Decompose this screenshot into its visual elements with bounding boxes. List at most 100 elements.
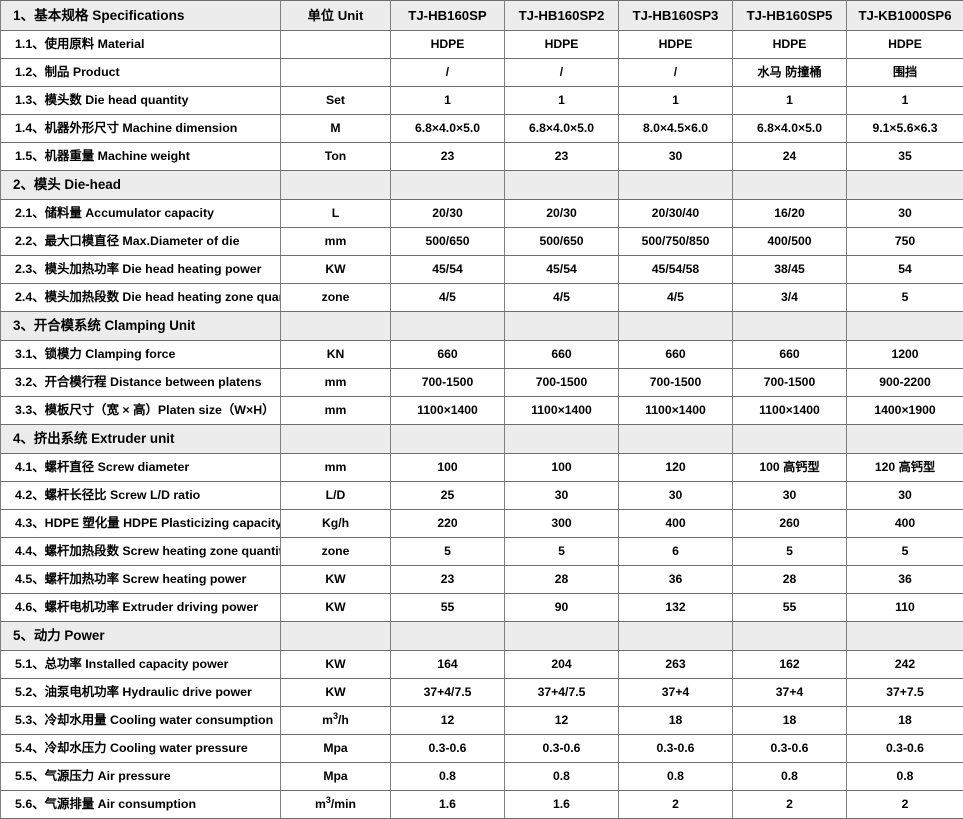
- value-cell: [505, 312, 619, 341]
- value-cell: HDPE: [505, 31, 619, 59]
- row-label: 4.1、螺杆直径 Screw diameter: [1, 454, 281, 482]
- value-cell: HDPE: [619, 31, 733, 59]
- value-cell: 400: [847, 510, 963, 538]
- value-cell: 5: [733, 538, 847, 566]
- value-cell: 5: [505, 538, 619, 566]
- row-label: 2.3、模头加热功率 Die head heating power: [1, 256, 281, 284]
- value-cell: 1.6: [391, 791, 505, 819]
- row-label: 1.5、机器重量 Machine weight: [1, 143, 281, 171]
- unit-cell: Set: [281, 87, 391, 115]
- value-cell: 263: [619, 651, 733, 679]
- value-cell: 1100×1400: [619, 397, 733, 425]
- value-cell: 400/500: [733, 228, 847, 256]
- value-cell: 5: [847, 284, 963, 312]
- unit-cell: [281, 59, 391, 87]
- value-cell: 18: [733, 707, 847, 735]
- table-row: 2.4、模头加热段数 Die head heating zone quantit…: [1, 284, 963, 312]
- value-cell: 1: [391, 87, 505, 115]
- value-cell: 4/5: [619, 284, 733, 312]
- value-cell: 500/650: [391, 228, 505, 256]
- row-label: 1.1、使用原料 Material: [1, 31, 281, 59]
- row-label: 5.4、冷却水压力 Cooling water pressure: [1, 735, 281, 763]
- value-cell: 24: [733, 143, 847, 171]
- row-label: 3.1、锁模力 Clamping force: [1, 341, 281, 369]
- value-cell: 300: [505, 510, 619, 538]
- value-cell: 1100×1400: [505, 397, 619, 425]
- unit-cell: KW: [281, 679, 391, 707]
- value-cell: 35: [847, 143, 963, 171]
- value-cell: 700-1500: [619, 369, 733, 397]
- unit-cell: m3/min: [281, 791, 391, 819]
- row-label: 5.1、总功率 Installed capacity power: [1, 651, 281, 679]
- value-cell: 700-1500: [505, 369, 619, 397]
- value-cell: [619, 171, 733, 200]
- value-cell: 6: [619, 538, 733, 566]
- value-cell: 36: [619, 566, 733, 594]
- section-title: 3、开合模系统 Clamping Unit: [1, 312, 281, 341]
- value-cell: 4/5: [505, 284, 619, 312]
- value-cell: 0.8: [619, 763, 733, 791]
- value-cell: 37+4: [619, 679, 733, 707]
- value-cell: 1: [505, 87, 619, 115]
- value-cell: /: [505, 59, 619, 87]
- row-label: 4.2、螺杆长径比 Screw L/D ratio: [1, 482, 281, 510]
- unit-cell: mm: [281, 369, 391, 397]
- value-cell: 660: [733, 341, 847, 369]
- header-cell-model-2: TJ-HB160SP2: [505, 1, 619, 31]
- value-cell: 0.8: [391, 763, 505, 791]
- value-cell: /: [391, 59, 505, 87]
- value-cell: [847, 312, 963, 341]
- value-cell: 4/5: [391, 284, 505, 312]
- row-label: 2.1、储料量 Accumulator capacity: [1, 200, 281, 228]
- value-cell: 37+7.5: [847, 679, 963, 707]
- value-cell: 100: [391, 454, 505, 482]
- value-cell: 5: [391, 538, 505, 566]
- value-cell: 750: [847, 228, 963, 256]
- value-cell: 1: [619, 87, 733, 115]
- row-label: 1.2、制品 Product: [1, 59, 281, 87]
- section-header-row: 2、模头 Die-head: [1, 171, 963, 200]
- value-cell: 120: [619, 454, 733, 482]
- value-cell: 0.3-0.6: [619, 735, 733, 763]
- value-cell: HDPE: [847, 31, 963, 59]
- row-label: 4.5、螺杆加热功率 Screw heating power: [1, 566, 281, 594]
- value-cell: 1200: [847, 341, 963, 369]
- value-cell: [733, 622, 847, 651]
- table-header: 1、基本规格 Specifications 单位 Unit TJ-HB160SP…: [1, 1, 963, 31]
- value-cell: 100 高钙型: [733, 454, 847, 482]
- value-cell: 1: [733, 87, 847, 115]
- unit-cell: zone: [281, 538, 391, 566]
- value-cell: 0.3-0.6: [505, 735, 619, 763]
- value-cell: 1.6: [505, 791, 619, 819]
- value-cell: 110: [847, 594, 963, 622]
- unit-cell: [281, 622, 391, 651]
- value-cell: 28: [733, 566, 847, 594]
- value-cell: 45/54: [505, 256, 619, 284]
- value-cell: 100: [505, 454, 619, 482]
- value-cell: 5: [847, 538, 963, 566]
- value-cell: 120 高钙型: [847, 454, 963, 482]
- value-cell: 38/45: [733, 256, 847, 284]
- value-cell: 220: [391, 510, 505, 538]
- value-cell: 25: [391, 482, 505, 510]
- header-cell-unit: 单位 Unit: [281, 1, 391, 31]
- row-label: 5.6、气源排量 Air consumption: [1, 791, 281, 819]
- value-cell: 3/4: [733, 284, 847, 312]
- value-cell: 132: [619, 594, 733, 622]
- value-cell: 20/30: [505, 200, 619, 228]
- unit-cell: mm: [281, 454, 391, 482]
- row-label: 5.2、油泵电机功率 Hydraulic drive power: [1, 679, 281, 707]
